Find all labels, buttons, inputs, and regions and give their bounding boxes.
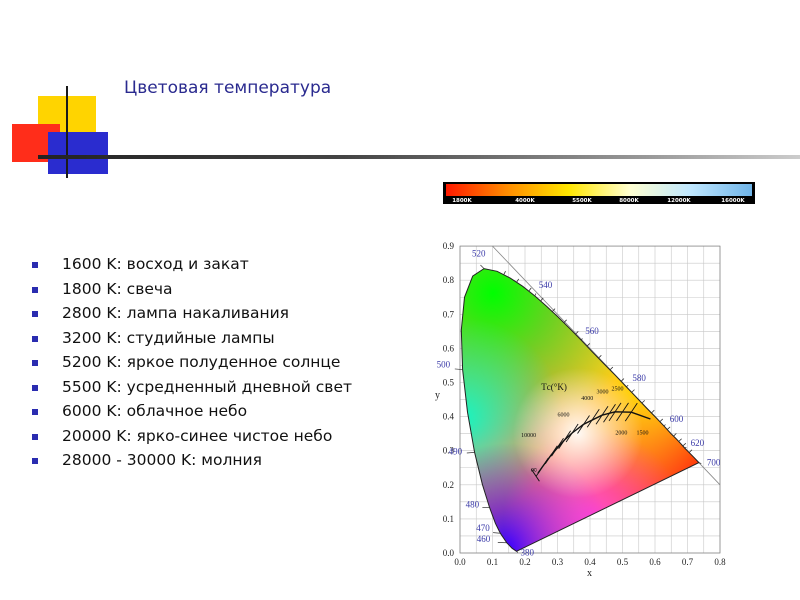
list-item: 5500 K: усредненный дневной свет xyxy=(32,378,352,403)
bullet-marker-icon xyxy=(32,286,38,293)
list-item: 2800 K: лампа накаливания xyxy=(32,304,352,329)
y-tick-label: 0.1 xyxy=(443,514,454,524)
bullet-text: 5200 K: яркое полуденное солнце xyxy=(62,353,341,371)
x-tick-label: 0.0 xyxy=(454,557,466,567)
bullet-marker-icon xyxy=(32,433,38,440)
bullet-marker-icon xyxy=(32,360,38,366)
bar-tick-label: 16000K xyxy=(721,198,745,204)
bullet-text: 3200 K: студийные лампы xyxy=(62,328,275,347)
bullet-marker-icon xyxy=(32,458,38,464)
spectral-locus xyxy=(460,268,700,552)
bullet-list: 1600 K: восход и закат 1800 K: свеча 280… xyxy=(32,255,352,476)
bullet-marker-icon xyxy=(32,311,38,317)
temperature-label: 3000 xyxy=(597,389,609,395)
x-tick-label: 0.8 xyxy=(714,557,726,567)
wavelength-label: 490 xyxy=(449,446,463,456)
list-item: 5200 K: яркое полуденное солнце xyxy=(32,353,352,378)
wavelength-label: 560 xyxy=(585,326,599,336)
list-item: 20000 K: ярко-синее чистое небо xyxy=(32,427,352,452)
decor-vertical-line xyxy=(66,86,68,178)
list-item: 1600 K: восход и закат xyxy=(32,255,352,280)
y-axis-label: y xyxy=(435,390,440,401)
bar-tick-label: 12000K xyxy=(667,198,691,204)
wavelength-label: 700 xyxy=(707,458,721,468)
bullet-text: 1800 K: свеча xyxy=(62,279,173,298)
wavelength-label: 470 xyxy=(476,523,490,533)
y-tick-label: 0.3 xyxy=(443,446,455,456)
title-underline xyxy=(38,155,800,159)
y-tick-label: 0.7 xyxy=(443,309,455,319)
planck-locus-label: Tс(°K) xyxy=(541,382,567,392)
x-tick-label: 0.2 xyxy=(519,557,530,567)
bullet-text: 20000 K: ярко-синее чистое небо xyxy=(62,426,333,445)
x-tick-label: 0.3 xyxy=(552,557,564,567)
cie-chromaticity-diagram: 0.0 0.1 0.2 0.3 0.4 0.5 0.6 0.7 0.8 0.0 0.1 0.2 0.3 0… xyxy=(435,241,726,579)
list-item: 28000 - 30000 K: молния xyxy=(32,451,352,476)
wavelength-label: 480 xyxy=(466,500,480,510)
y-tick-label: 0.4 xyxy=(443,412,455,422)
x-tick-label: 0.7 xyxy=(682,557,694,567)
temperature-color-bar: 1800K 4000K 5500K 8000K 12000K 16000K xyxy=(443,182,755,204)
wavelength-label: 600 xyxy=(670,414,684,424)
bullet-marker-icon xyxy=(32,335,38,342)
bar-tick-label: 5500K xyxy=(572,198,592,204)
x-tick-label: 0.6 xyxy=(649,557,661,567)
wavelength-label: 620 xyxy=(691,438,705,448)
temperature-label: 6000 xyxy=(558,412,570,418)
bar-tick-label: 4000K xyxy=(515,198,535,204)
y-tick-label: 0.5 xyxy=(443,378,455,388)
bullet-text: 28000 - 30000 K: молния xyxy=(62,451,262,469)
bar-tick-label: 1800K xyxy=(452,198,472,204)
wavelength-label: 500 xyxy=(437,360,451,370)
slide-title: Цветовая температура xyxy=(124,78,332,98)
bullet-text: 6000 K: облачное небо xyxy=(62,402,248,420)
bullet-marker-icon xyxy=(32,384,38,391)
temperature-label: ∞ xyxy=(531,465,537,475)
wavelength-label: 460 xyxy=(477,534,491,544)
bullet-text: 1600 K: восход и закат xyxy=(62,255,249,273)
x-axis-label: x xyxy=(587,568,592,579)
y-tick-label: 0.0 xyxy=(443,548,455,558)
y-tick-label: 0.8 xyxy=(443,275,455,285)
x-tick-label: 0.4 xyxy=(584,557,596,567)
bullet-marker-icon xyxy=(32,409,38,415)
wavelength-label: 540 xyxy=(539,280,553,290)
list-item: 3200 K: студийные лампы xyxy=(32,329,352,354)
decor-blue-square xyxy=(48,132,108,174)
y-tick-label: 0.6 xyxy=(443,343,455,353)
temperature-label: 1500 xyxy=(636,430,648,436)
temperature-label: 2500 xyxy=(611,386,623,392)
bullet-marker-icon xyxy=(32,262,38,268)
bullet-text: 5500 K: усредненный дневной свет xyxy=(62,377,353,396)
bullet-text: 2800 K: лампа накаливания xyxy=(62,304,289,322)
y-tick-label: 0.9 xyxy=(443,241,455,251)
temperature-label: 2000 xyxy=(615,430,627,436)
temperature-label: 4000 xyxy=(581,396,593,402)
wavelength-label: 580 xyxy=(632,373,646,383)
y-tick-label: 0.2 xyxy=(443,480,454,490)
bar-tick-label: 8000K xyxy=(619,198,639,204)
list-item: 6000 K: облачное небо xyxy=(32,402,352,427)
wavelength-label: 380 xyxy=(521,547,535,557)
x-tick-label: 0.1 xyxy=(487,557,498,567)
list-item: 1800 K: свеча xyxy=(32,280,352,305)
wavelength-label: 520 xyxy=(472,249,486,259)
x-tick-label: 0.5 xyxy=(617,557,629,567)
temperature-label: 10000 xyxy=(521,433,536,439)
